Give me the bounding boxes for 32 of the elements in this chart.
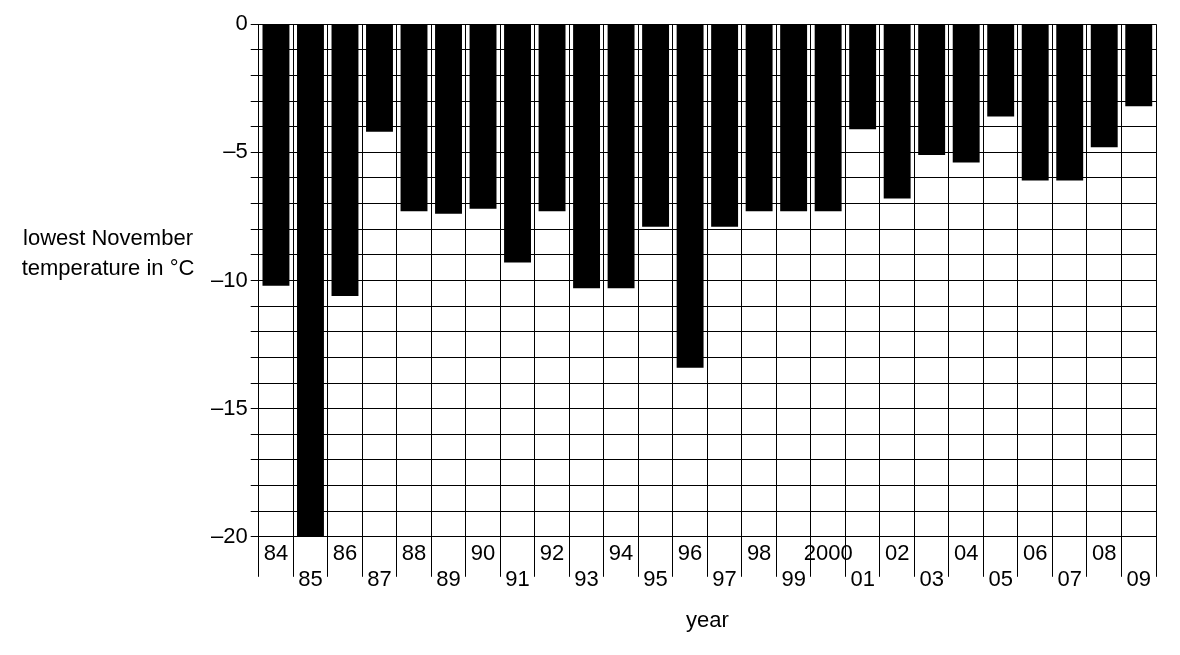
x-tick-label: 05 [988, 566, 1013, 592]
y-tick-label: –20 [210, 522, 248, 548]
y-axis-title: lowest November temperature in °C [20, 224, 196, 282]
y-tick-label: 0 [235, 10, 248, 36]
x-axis-title: year [685, 606, 729, 632]
x-tick-label: 09 [1126, 566, 1151, 592]
x-tick-label: 92 [539, 540, 565, 566]
y-tick-label: –5 [223, 138, 248, 164]
x-tick-label: 96 [677, 540, 703, 566]
x-tick-label: 06 [1022, 540, 1048, 566]
x-tick-label: 03 [919, 566, 944, 592]
x-tick-label: 89 [436, 566, 461, 592]
x-tick-label: 98 [746, 540, 772, 566]
x-tick-label: 02 [884, 540, 910, 566]
x-tick-label: 93 [574, 566, 599, 592]
x-tick-label: 08 [1091, 540, 1117, 566]
x-tick-label: 85 [298, 566, 323, 592]
x-tick-label: 01 [850, 566, 875, 592]
x-tick-label: 91 [505, 566, 530, 592]
x-tick-label: 86 [332, 540, 358, 566]
x-tick-label: 87 [367, 566, 392, 592]
y-tick-label: –15 [210, 394, 248, 420]
y-tick-label: –10 [210, 266, 248, 292]
x-tick-label: 94 [608, 540, 634, 566]
x-tick-label: 90 [470, 540, 496, 566]
x-tick-label: 04 [953, 540, 979, 566]
x-tick-label: 84 [263, 540, 289, 566]
x-tick-label: 97 [712, 566, 737, 592]
x-tick-label: 95 [643, 566, 668, 592]
x-tick-label: 88 [401, 540, 427, 566]
x-tick-label: 07 [1057, 566, 1082, 592]
x-tick-label: 99 [781, 566, 806, 592]
